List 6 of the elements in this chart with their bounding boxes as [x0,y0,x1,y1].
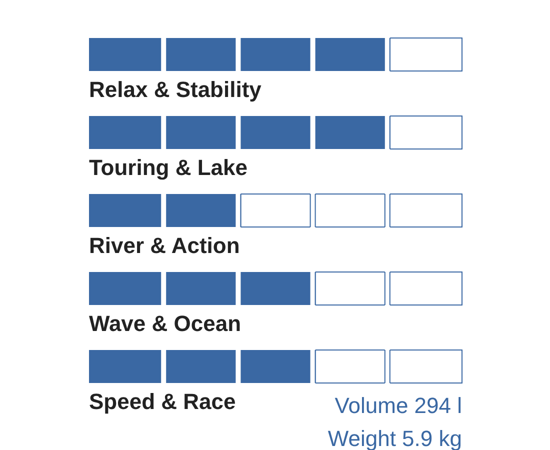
y-tick-label: Speed & Race [89,389,236,414]
annotation: Volume 294 l [334,393,462,418]
y-tick-label: Wave & Ocean [89,311,242,336]
y-tick-label: Touring & Lake [89,155,248,180]
y-tick-label: Relax & Stability [89,77,262,102]
y-tick-label: River & Action [89,233,240,258]
